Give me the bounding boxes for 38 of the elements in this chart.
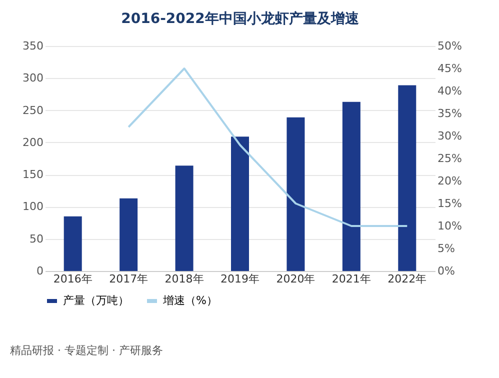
y2-tick-label: 25% [438,152,462,165]
bar [398,85,416,271]
y-tick-label: 50 [30,232,44,246]
bar [64,216,82,271]
y-tick-label: 0 [36,264,44,278]
bar [342,102,360,271]
x-tick-label: 2022年 [388,272,427,286]
chart-title: 2016-2022年中国小龙虾产量及增速 [121,10,360,27]
bar [286,117,305,271]
x-tick-label: 2021年 [332,272,371,286]
y2-tick-label: 10% [438,220,462,232]
y2-tick-label: 20% [438,174,462,188]
y2-tick-label: 35% [438,107,462,120]
y-tick-label: 300 [22,72,44,85]
y-tick-label: 200 [22,136,44,149]
x-tick-label: 2017年 [109,272,148,286]
y2-tick-label: 5% [438,242,455,255]
y-tick-label: 350 [22,40,44,52]
y-tick-label: 150 [22,168,44,182]
bar [231,136,249,271]
y2-tick-label: 45% [438,62,462,75]
x-tick-label: 2018年 [164,272,204,286]
x-tick-label: 2016年 [53,272,92,286]
x-tick-label: 2020年 [276,272,316,286]
y-tick-label: 100 [22,200,44,214]
legend-label: 增速（%） [162,294,218,307]
bar [175,166,194,271]
line-series [128,68,408,227]
y-tick-label: 250 [22,104,44,117]
bar [120,198,138,271]
x-tick-label: 2019年 [220,272,260,286]
y2-tick-label: 15% [438,197,462,210]
y2-tick-label: 50% [438,40,462,52]
text: 精品研报 · 专题定制 · 产研服务 [10,344,163,357]
legend-label: 产量（万吨） [63,294,129,307]
y2-tick-label: 30% [438,130,462,142]
y2-tick-label: 0% [438,264,455,278]
y2-tick-label: 40% [438,84,462,98]
